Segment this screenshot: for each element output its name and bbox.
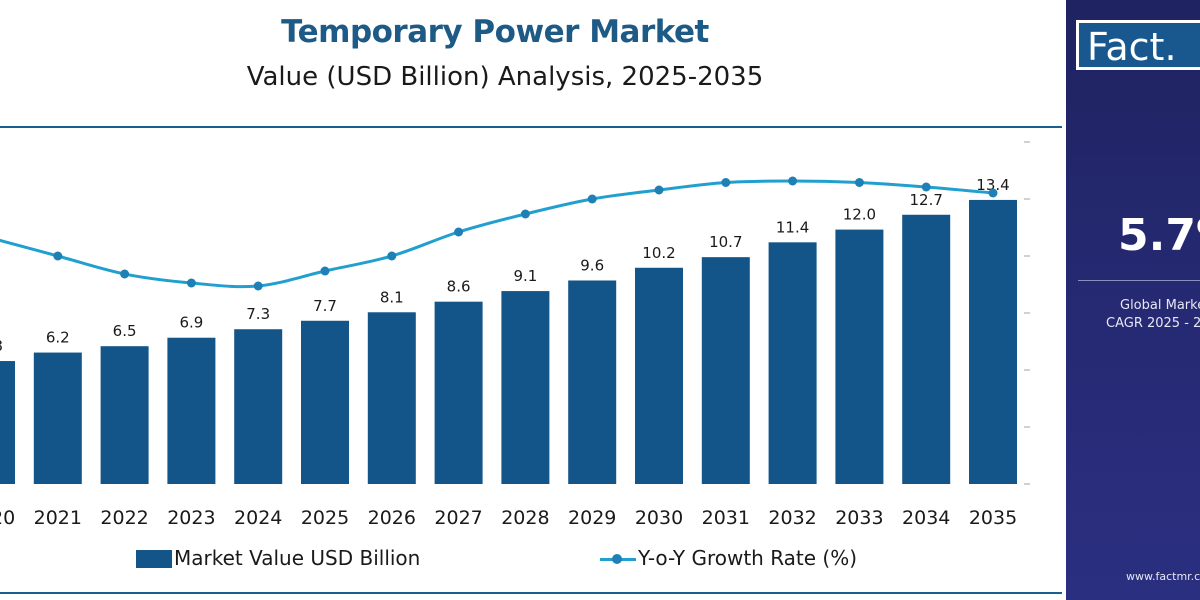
legend-bar-swatch	[136, 550, 172, 568]
growth-marker-2030	[654, 185, 664, 195]
bar-label-2027: 8.6	[447, 278, 471, 296]
bar-2035	[969, 199, 1017, 485]
x-tick-label-2022: 2022	[100, 507, 148, 529]
bar-2031	[701, 257, 750, 484]
bar-label-2023: 6.9	[179, 314, 203, 332]
growth-marker-2028	[520, 209, 530, 219]
x-tick-label-2025: 2025	[301, 507, 349, 529]
x-tick-label-2035: 2035	[969, 507, 1017, 529]
bar-2028	[501, 291, 550, 484]
x-tick-label-2021: 2021	[34, 507, 82, 529]
x-tick-label-2029: 2029	[568, 507, 616, 529]
x-tick-label-2034: 2034	[902, 507, 950, 529]
legend-line-label: Y-o-Y Growth Rate (%)	[638, 546, 858, 570]
growth-line	[0, 179, 994, 289]
x-tick-label-2024: 2024	[234, 507, 282, 529]
x-tick-label-2031: 2031	[702, 507, 750, 529]
x-tick-label-2028: 2028	[501, 507, 549, 529]
bottom-divider	[0, 592, 1062, 594]
bar-label-2022: 6.5	[113, 322, 137, 340]
bar-2022	[100, 346, 149, 484]
panel-divider	[1078, 280, 1200, 281]
bar-2026	[367, 312, 416, 484]
x-tick-label-2033: 2033	[835, 507, 883, 529]
bar-label-2034: 12.7	[909, 191, 942, 209]
growth-marker-2026	[387, 251, 397, 261]
x-tick-label-2023: 2023	[167, 507, 215, 529]
bar-label-2025: 7.7	[313, 297, 337, 315]
bar-label-2033: 12.0	[843, 206, 876, 224]
growth-marker-2024	[253, 281, 263, 291]
growth-marker-2021	[53, 251, 63, 261]
title-divider	[0, 126, 1062, 128]
bar-label-2031: 10.7	[709, 233, 742, 251]
bar-2025	[301, 320, 349, 484]
bar-label-2020: 5.8	[0, 337, 3, 355]
bar-2030	[635, 267, 683, 484]
growth-marker-2022	[120, 269, 130, 279]
growth-marker-2034	[921, 182, 931, 192]
legend: Market Value USD Billion Y-o-Y Growth Ra…	[0, 540, 1062, 580]
logo-text: Fact.	[1087, 25, 1177, 69]
bar-label-2030: 10.2	[642, 244, 675, 262]
legend-line-marker	[612, 554, 622, 564]
side-panel: Fact. 5.7% Global Market CAGR 2025 - 203…	[1066, 0, 1200, 600]
chart-title: Temporary Power Market	[281, 14, 709, 50]
bar-2023	[167, 337, 216, 484]
bar-2033	[835, 229, 884, 484]
bar-label-2028: 9.1	[513, 267, 537, 285]
bar-2032	[768, 242, 817, 484]
chart-subtitle: Value (USD Billion) Analysis, 2025-2035	[246, 62, 764, 92]
bar-2027	[434, 301, 483, 484]
x-tick-label-2032: 2032	[768, 507, 816, 529]
growth-marker-2031	[721, 178, 731, 187]
growth-marker-2027	[454, 227, 464, 237]
bar-label-2029: 9.6	[580, 256, 604, 274]
bar-label-2024: 7.3	[246, 305, 270, 323]
cagr-value: 5.7%	[1118, 210, 1200, 261]
growth-marker-2032	[788, 176, 798, 186]
growth-marker-2035	[988, 188, 998, 198]
growth-marker-2029	[587, 194, 597, 204]
bar-2021	[33, 352, 82, 484]
bar-2020	[0, 361, 15, 484]
brand-logo: Fact.	[1076, 20, 1200, 70]
x-tick-label-2027: 2027	[434, 507, 482, 529]
bar-label-2026: 8.1	[380, 288, 404, 306]
chart-area: Temporary Power Market Value (USD Billio…	[0, 14, 1062, 594]
x-tick-label-2030: 2030	[635, 507, 683, 529]
bar-2024	[234, 329, 283, 484]
x-tick-label-2026: 2026	[368, 507, 416, 529]
bar-2029	[568, 280, 617, 484]
cagr-label-period: CAGR 2025 - 2035	[1106, 316, 1200, 331]
bar-2034	[902, 214, 951, 484]
legend-bar-label: Market Value USD Billion	[174, 546, 421, 570]
growth-marker-2033	[854, 178, 864, 187]
bar-label-2021: 6.2	[46, 329, 70, 347]
cagr-label-market: Global Market	[1120, 298, 1200, 313]
site-url: www.factmr.com	[1126, 570, 1200, 583]
growth-marker-2025	[320, 266, 330, 276]
bar-label-2032: 11.4	[776, 218, 809, 236]
plot-area: 5.8 6.2 6.5 6.9 7.3 7.7 8.1 8.6 9.1 9.6 10.2 10.7 11…	[0, 141, 1030, 529]
x-tick-label-2020: 2020	[0, 507, 15, 529]
bar-label-2035: 13.4	[976, 176, 1009, 194]
growth-marker-2023	[186, 278, 196, 288]
